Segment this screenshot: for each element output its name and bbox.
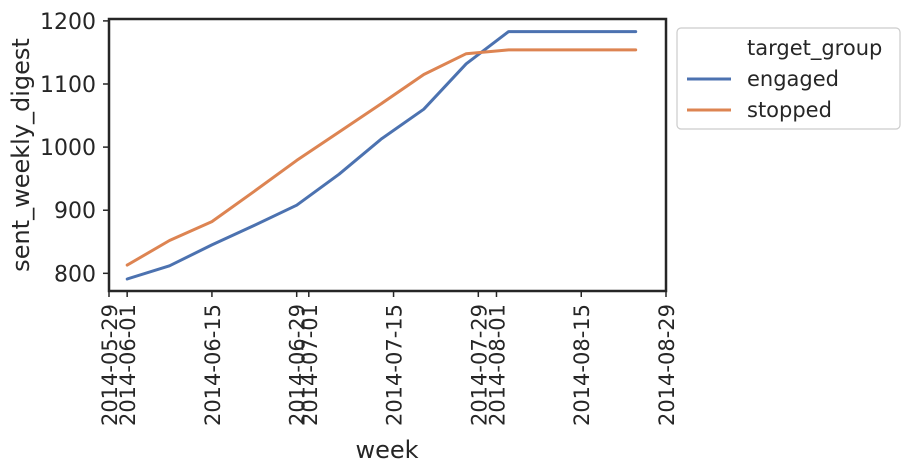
y-tick-label: 900 xyxy=(54,199,96,224)
x-tick-label: 2014-07-15 xyxy=(383,304,407,426)
series-lines xyxy=(125,30,638,281)
legend-title: target_group xyxy=(747,36,882,61)
legend-label-stopped: stopped xyxy=(747,98,832,122)
y-axis-ticks: 800 900 1000 1100 1200 xyxy=(40,10,109,287)
y-tick-label: 800 xyxy=(54,262,96,287)
legend-frame xyxy=(676,27,901,130)
x-tick-label: 2014-05-29 xyxy=(98,304,122,426)
x-tick-label: 2014-08-01 xyxy=(485,304,509,426)
series-line-stopped xyxy=(125,48,638,267)
x-axis-label: week xyxy=(355,436,418,464)
x-tick-label: 2014-07-29 xyxy=(467,304,491,426)
x-tick-label: 2014-06-15 xyxy=(201,304,225,426)
plot-frame xyxy=(107,17,668,293)
x-tick-label: 2014-06-29 xyxy=(286,304,310,426)
y-tick-label: 1200 xyxy=(40,10,96,35)
y-tick-label: 1100 xyxy=(40,73,96,98)
x-tick-label: 2014-06-01 xyxy=(116,304,140,426)
legend-label-engaged: engaged xyxy=(747,67,839,91)
y-tick-label: 1000 xyxy=(40,136,96,161)
x-tick-label: 2014-07-01 xyxy=(298,304,322,426)
x-tick-label: 2014-08-15 xyxy=(570,304,594,426)
x-tick-label: 2014-08-29 xyxy=(655,304,679,426)
legend: target_group engaged stopped xyxy=(676,27,901,130)
y-axis-label: sent_weekly_digest xyxy=(7,38,35,272)
series-line-engaged xyxy=(125,30,638,281)
